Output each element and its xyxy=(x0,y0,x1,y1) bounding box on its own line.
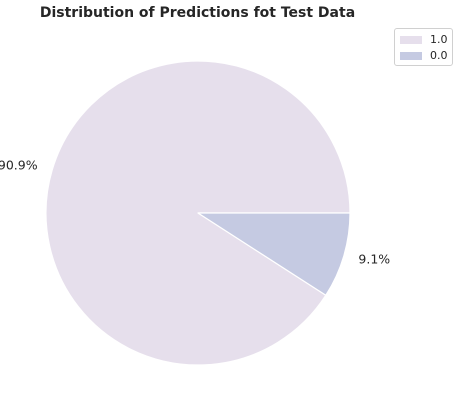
legend-entry: 0.0 xyxy=(400,48,448,64)
chart-title: Distribution of Predictions fot Test Dat… xyxy=(39,5,356,21)
legend-swatch xyxy=(400,52,422,60)
slice-percent-label: 90.9% xyxy=(0,157,38,172)
legend-entry: 1.0 xyxy=(400,32,448,48)
legend: 1.0 0.0 xyxy=(394,28,453,66)
legend-label: 0.0 xyxy=(430,49,448,62)
legend-swatch xyxy=(400,36,422,44)
slice-percent-label: 9.1% xyxy=(358,252,390,267)
pie-slice-0-0 xyxy=(197,212,351,296)
legend-label: 1.0 xyxy=(430,33,448,46)
